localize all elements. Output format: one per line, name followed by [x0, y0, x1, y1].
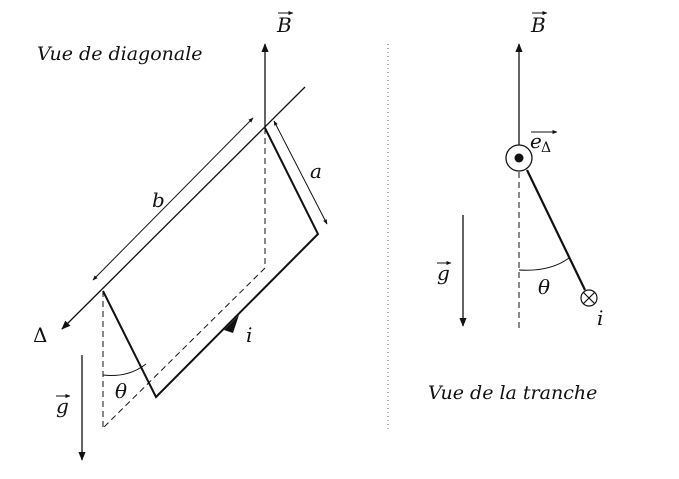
- svg-text:e: e: [530, 129, 542, 153]
- delta-axis: [61, 86, 306, 330]
- current-label-side: i: [597, 306, 603, 330]
- svg-text:Δ: Δ: [541, 140, 551, 156]
- svg-text:B: B: [530, 13, 546, 37]
- angle-label-side: θ: [538, 275, 550, 299]
- left-view-title: Vue de diagonale: [37, 43, 203, 65]
- angle-arc-side: [518, 257, 570, 271]
- svg-text:g: g: [56, 394, 69, 418]
- a-length-label: a: [310, 159, 322, 183]
- svg-text:B: B: [276, 13, 292, 37]
- current-label: i: [246, 323, 252, 347]
- axis-out-of-page-icon: [505, 144, 533, 172]
- current-direction-arrow: [224, 315, 239, 333]
- right-view: B e Δ i θ g: [428, 11, 603, 404]
- gravity-label-side: g: [437, 261, 452, 285]
- delta-axis-label: Δ: [33, 323, 47, 347]
- right-view-title: Vue de la tranche: [428, 382, 597, 404]
- left-view: Vue de diagonale B Δ b a i θ: [33, 11, 328, 461]
- b-field-label-side: B: [530, 11, 548, 37]
- vertical-reference-dashed: [102, 128, 266, 429]
- angle-arc: [102, 363, 147, 376]
- unit-vector-label: e Δ: [530, 129, 558, 156]
- b-length-label: b: [152, 188, 165, 212]
- b-field-label: B: [276, 11, 294, 37]
- angle-label: θ: [115, 379, 127, 403]
- svg-text:g: g: [437, 261, 450, 285]
- b-dimension-arrow: [92, 117, 254, 281]
- loop-edge-side: [526, 169, 586, 291]
- current-into-page-icon: [580, 289, 598, 307]
- loop-frame: [102, 127, 320, 399]
- a-dimension-arrow: [273, 120, 328, 225]
- gravity-label: g: [56, 394, 71, 418]
